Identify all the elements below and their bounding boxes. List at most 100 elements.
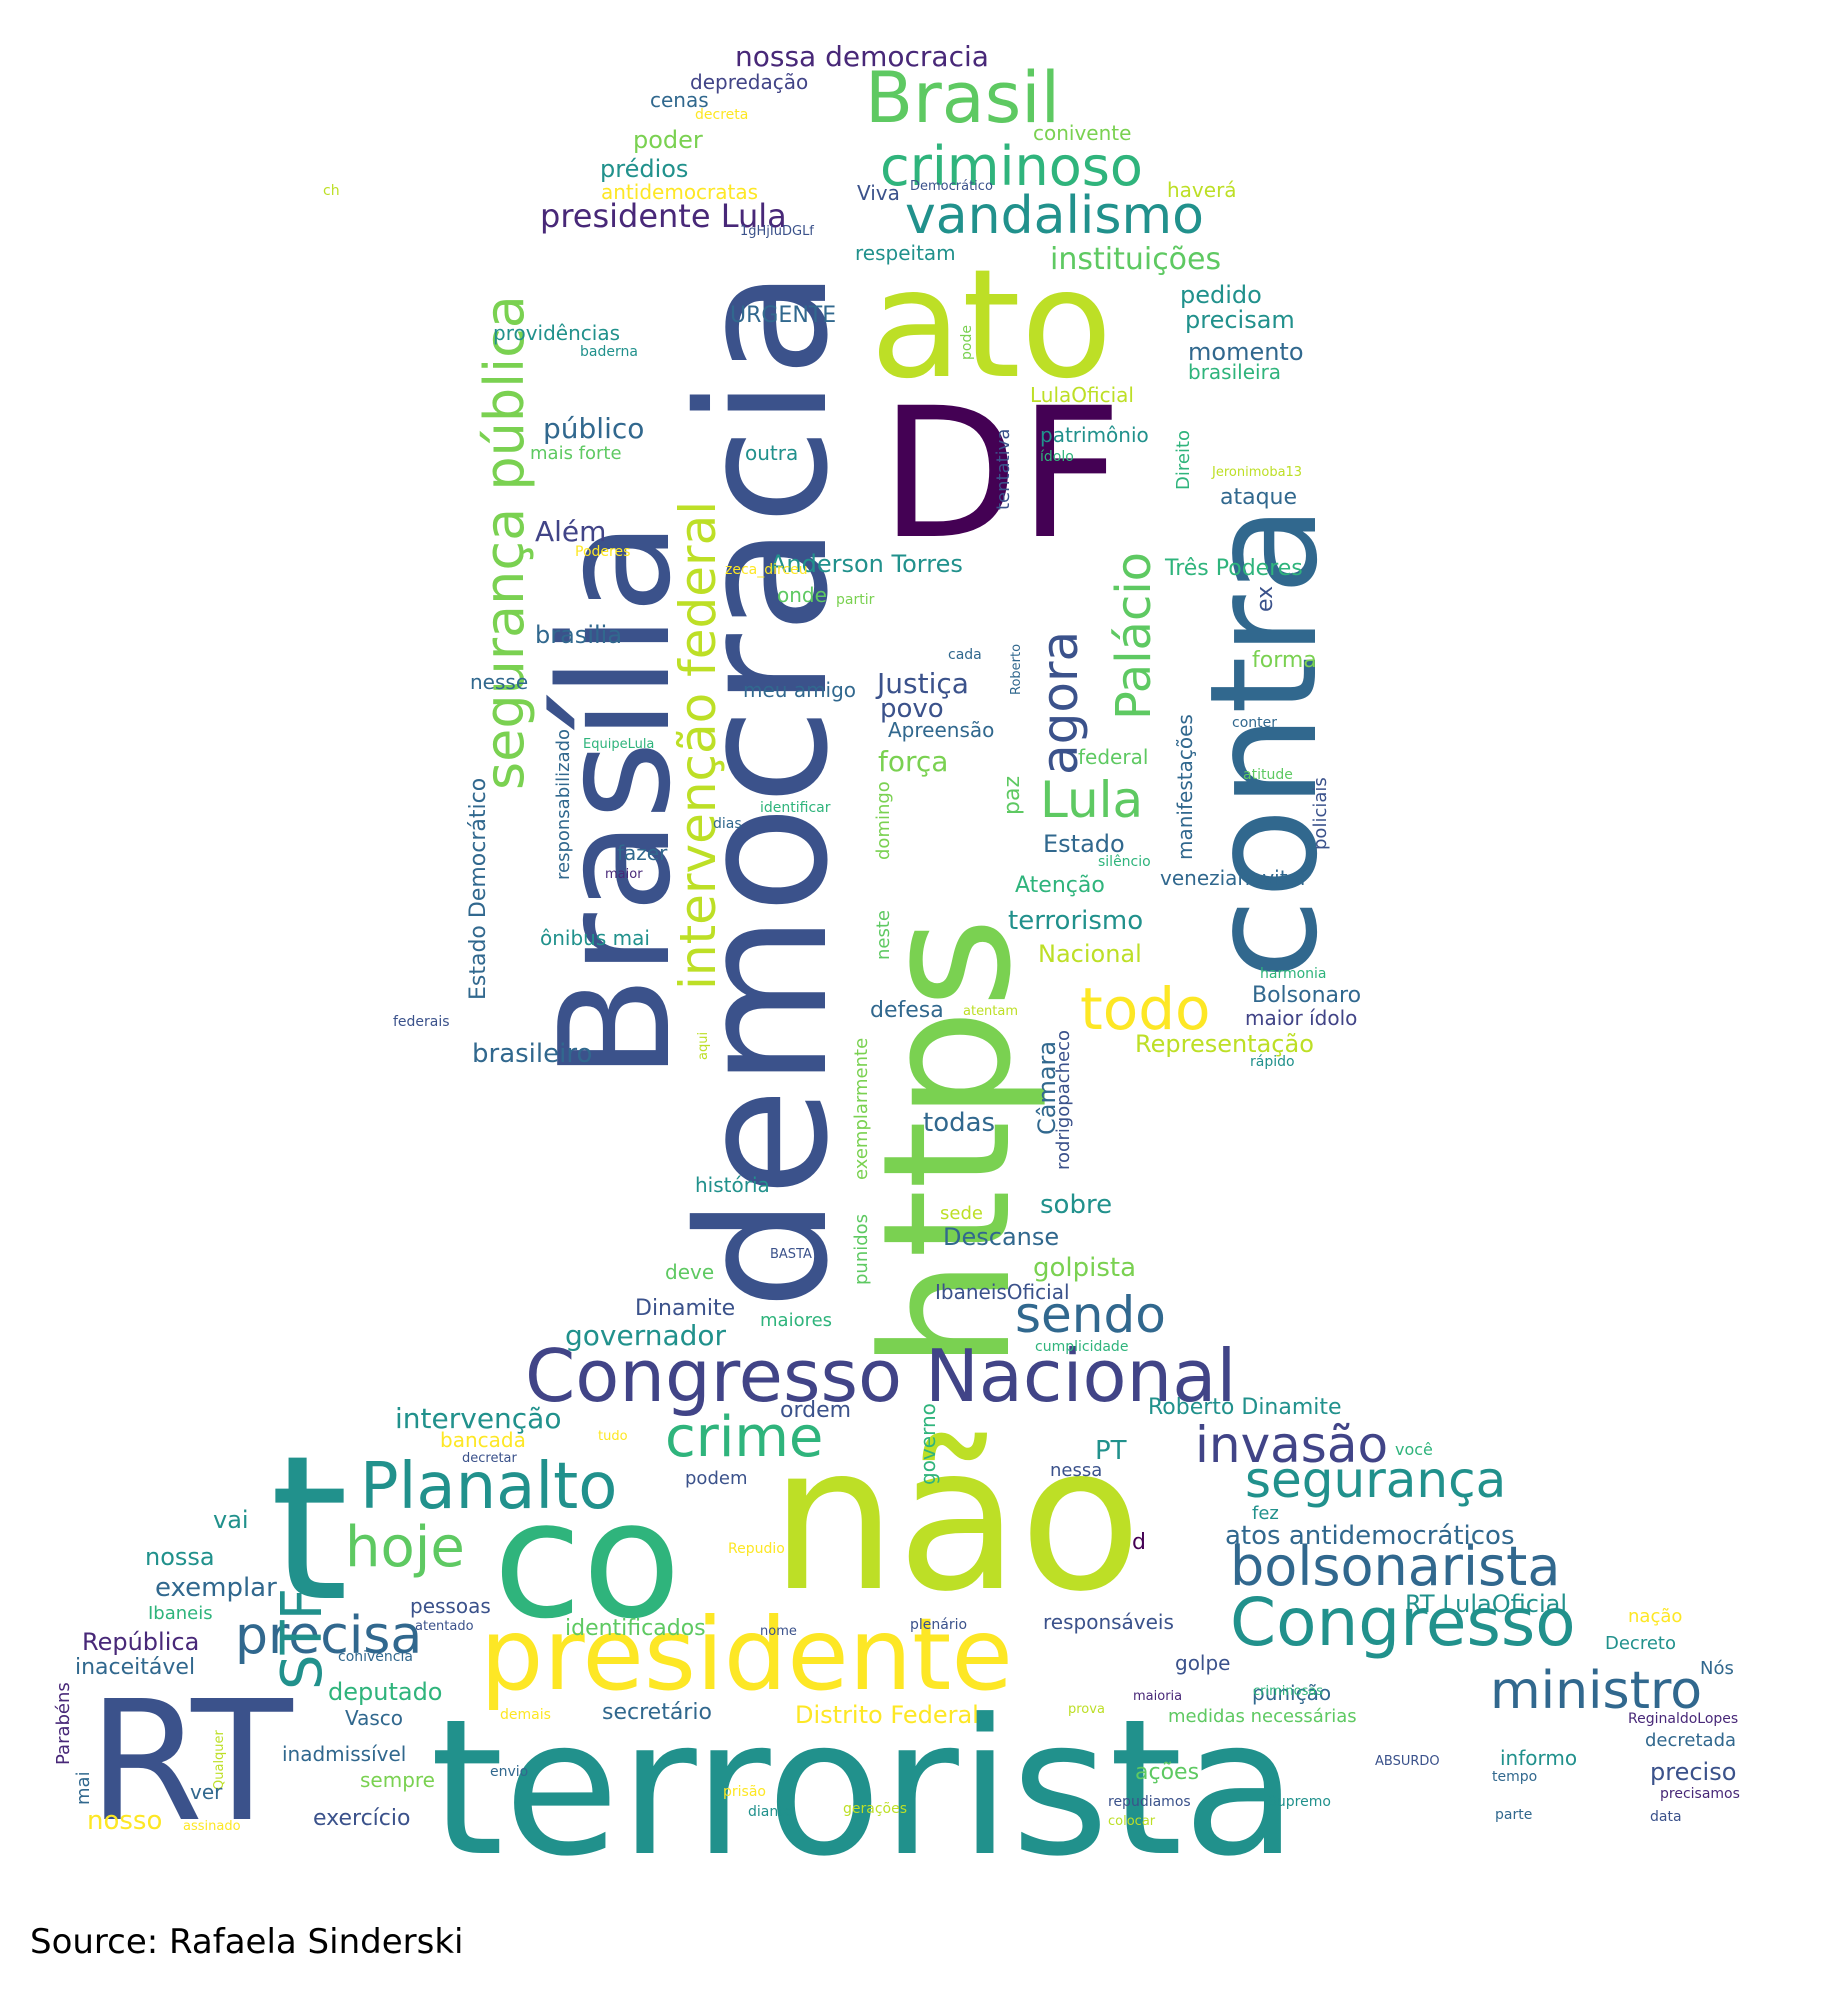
word-nos: Nós [1700,1658,1734,1679]
word-todas: todas [923,1108,996,1138]
word-dinamite: Dinamite [635,1296,736,1321]
word-terrorismo: terrorismo [1008,906,1144,936]
word-brasilia-small: brasilia [535,621,623,649]
word-plenario: plenário [910,1617,968,1633]
word-historia: história [695,1173,770,1197]
word-tudo: tudo [598,1429,628,1444]
word-d: d [1132,1530,1146,1555]
word-voce: você [1395,1440,1433,1459]
word-viva: Viva [857,181,900,205]
word-neste: neste [873,910,894,960]
word-palacio: Palácio [1106,551,1162,720]
word-policiais: policiais [1310,777,1331,850]
word-prova: prova [1068,1702,1105,1717]
word-decreta: decreta [695,107,749,123]
word-republica: República [82,1628,200,1656]
word-precisam: precisam [1185,306,1295,334]
word-brasil: Brasil [865,57,1061,139]
word-forca: força [878,745,949,778]
word-brasileiro: brasileiro [472,1039,593,1069]
word-defesa: defesa [870,998,944,1023]
word-assinado: assinado [183,1819,241,1834]
word-atentado: atentado [415,1619,474,1634]
word-repudiamos: repudiamos [1108,1794,1191,1810]
word-poder: poder [633,126,703,154]
word-harmonia: harmonia [1260,966,1327,982]
word-congresso: Congresso [1230,1584,1576,1661]
word-cada: cada [948,647,982,663]
word-exemplar: exemplar [155,1573,277,1603]
word-rapido: rápido [1250,1054,1295,1070]
word-dias: dias [713,816,742,832]
word-deputado: deputado [328,1678,443,1706]
word-atentam: atentam [963,1004,1019,1019]
word-atencao: Atenção [1015,873,1105,898]
word-tempo: tempo [1492,1769,1538,1785]
word-nesse: nesse [470,670,529,694]
word-depredacao: depredação [690,70,809,94]
word-distrito-federal: Distrito Federal [795,1701,979,1729]
word-descanse: Descanse [943,1223,1060,1251]
word-mais-forte: mais forte [530,443,622,464]
word-deve: deve [665,1260,715,1284]
word-jeronimoba13: Jeronimoba13 [1212,465,1303,480]
word-co: co [493,1467,682,1655]
word-maior-idolo: maior ídolo [1245,1006,1358,1030]
word-podem: podem [685,1468,748,1489]
word-intervencao: intervenção [395,1402,562,1435]
word-inaceitavel: inaceitável [75,1655,196,1680]
word-havera: haverá [1167,178,1237,202]
word-precisa: precisa [235,1606,423,1666]
word-medidas-necessarias: medidas necessárias [1168,1706,1357,1727]
word-ch: ch [323,183,340,199]
word-responsabilizado: responsabilizado [553,728,574,880]
word-nosso: nosso [87,1806,163,1836]
word-vasco: Vasco [345,1706,404,1730]
word-presidente: presidente [480,1596,1013,1713]
word-equipelula: EquipeLula [583,737,655,752]
word-conivencia: conivência [338,1649,413,1665]
word-basta: BASTA [770,1247,812,1262]
word-aqui: aqui [696,1031,711,1060]
word-tres-poderes: Três Poderes [1165,556,1303,581]
word-preciso: preciso [1650,1758,1737,1786]
word-pt: PT [1095,1436,1127,1466]
word-atos-antidemocraticos: atos antidemocráticos [1225,1521,1515,1551]
word-diante: diante [748,1804,793,1820]
word-conivente: conivente [1033,121,1132,145]
word-domingo: domingo [873,781,894,860]
word-nacao: nação [1628,1606,1683,1627]
word-colocar: colocar [1108,1814,1156,1829]
word-silencio: silêncio [1098,854,1151,870]
word-criminosas: criminosas [1253,1684,1324,1699]
word-lulaoficial: LulaOficial [1030,383,1134,407]
word-seguranca-publica: segurança pública [473,295,536,790]
word-identificados: identificados [565,1616,706,1641]
word-geracoes: gerações [843,1801,908,1817]
word-decretar: decretar [462,1451,517,1466]
word-todo: todo [1080,975,1211,1043]
word-idolo: ídolo [1040,449,1074,465]
word-pode: pode [959,325,975,360]
word-decretada: decretada [1645,1730,1737,1751]
word-nacional-small: Nacional [1038,940,1142,968]
word-sobre: sobre [1040,1190,1113,1220]
word-venezianovital: venezianovital [1160,866,1306,890]
word-punicao: punição [1252,1681,1332,1705]
word-urgente: URGENTE [730,303,837,328]
word-tentativa: tentativa [993,428,1014,510]
word-acoes: ações [1135,1760,1200,1785]
word-informo: informo [1500,1746,1578,1770]
word-vai: vai [213,1506,249,1534]
word-instituicoes: instituições [1050,242,1222,277]
source-caption: Source: Rafaela Sinderski [30,1922,464,1962]
word-terrorista: terrorista [430,1679,1298,1898]
word-camara: Câmara [1033,1040,1061,1135]
word-roberto-dinamite: Roberto Dinamite [1148,1395,1342,1420]
word-momento: momento [1188,338,1304,366]
word-stf: STF [270,1588,335,1690]
word-demais: demais [500,1707,551,1723]
word-nome: nome [760,1624,797,1639]
word-criminoso: criminoso [880,135,1143,198]
word-responsaveis: responsáveis [1043,1610,1174,1634]
